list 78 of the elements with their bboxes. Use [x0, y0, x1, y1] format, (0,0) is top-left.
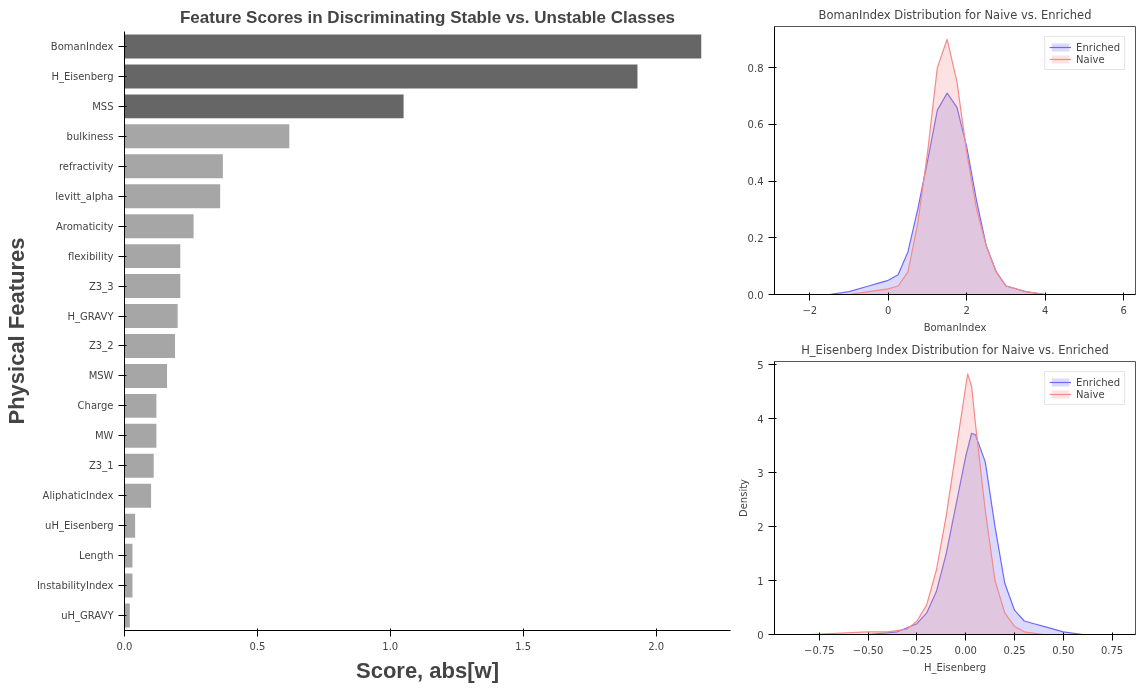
x-axis-title: BomanIndex	[923, 321, 987, 333]
x-tick-label: 0.75	[1100, 644, 1124, 656]
y-tick-label: refractivity	[58, 160, 114, 172]
y-tick-label: 5	[757, 359, 764, 371]
y-tick-label: 0.4	[747, 176, 764, 188]
x-tick-label: −2	[802, 304, 818, 316]
y-tick-label: 4	[757, 413, 764, 425]
bar	[124, 333, 175, 358]
x-tick-label: 0.50	[1052, 644, 1075, 656]
x-tick-label: 0.25	[1003, 644, 1026, 656]
y-tick-label: Z3_2	[88, 340, 114, 353]
bar	[124, 393, 157, 418]
bar	[124, 513, 136, 538]
bar	[124, 603, 130, 628]
x-tick-label: 0.00	[954, 644, 977, 656]
bar	[124, 34, 702, 59]
y-tick-label: uH_GRAVY	[61, 610, 115, 623]
bar	[124, 184, 221, 209]
bar	[124, 244, 181, 269]
legend-label: Enriched	[1076, 376, 1120, 388]
y-tick-label: flexibility	[68, 250, 114, 262]
y-tick-label: 0.0	[747, 289, 764, 301]
y-tick-label: Z3_3	[88, 280, 114, 293]
x-tick-label: 4	[1042, 304, 1049, 316]
bar	[124, 124, 290, 149]
bar	[124, 423, 157, 448]
legend-label: Naive	[1076, 53, 1105, 65]
x-tick-label: −0.25	[901, 644, 933, 656]
x-tick-label: −0.75	[804, 644, 835, 656]
y-axis-title: Density	[738, 478, 750, 518]
bar	[124, 214, 194, 239]
x-tick-label: 2	[963, 304, 970, 316]
y-tick-label: Charge	[77, 400, 114, 412]
y-tick-label: 2	[757, 521, 764, 533]
x-axis-title: H_Eisenberg	[923, 661, 987, 674]
x-tick-label: 1.5	[515, 640, 532, 652]
chart-title: H_Eisenberg Index Distribution for Naive vs. Enriched	[801, 342, 1109, 357]
chart-title: BomanIndex Distribution for Naive vs. Enriched	[818, 7, 1092, 22]
y-tick-label: MSS	[92, 100, 114, 112]
x-tick-label: 0	[885, 304, 892, 316]
x-tick-label: 2.0	[648, 640, 665, 652]
y-tick-label: 1	[757, 575, 764, 587]
y-tick-label: H_GRAVY	[67, 310, 115, 323]
bar	[124, 94, 404, 119]
y-tick-label: 0	[757, 629, 764, 641]
y-axis-title: Physical Features	[3, 237, 29, 425]
y-tick-label: MW	[94, 430, 114, 442]
x-axis-title: Score, abs[w]	[355, 657, 500, 683]
bar	[124, 363, 168, 388]
y-tick-label: 3	[757, 467, 764, 479]
y-tick-label: 0.6	[747, 119, 764, 131]
bar	[124, 483, 152, 508]
y-tick-label: 0.2	[747, 232, 764, 244]
legend-label: Enriched	[1076, 41, 1120, 53]
chart-title: Feature Scores in Discriminating Stable vs. Unstable Classes	[179, 7, 676, 27]
y-tick-label: 0.8	[747, 62, 764, 74]
y-tick-label: InstabilityIndex	[36, 580, 114, 592]
y-tick-label: AliphaticIndex	[42, 490, 114, 502]
y-tick-label: Aromaticity	[55, 220, 114, 232]
x-tick-label: 0.5	[249, 640, 266, 652]
x-tick-label: 0.0	[116, 640, 133, 652]
y-tick-label: H_Eisenberg	[51, 70, 114, 83]
y-tick-label: Z3_1	[88, 460, 114, 473]
bar	[124, 274, 181, 299]
x-tick-label: −0.50	[852, 644, 884, 656]
x-tick-label: 6	[1120, 304, 1127, 316]
y-tick-label: levitt_alpha	[55, 190, 114, 203]
bar	[124, 64, 638, 89]
y-tick-label: Length	[79, 550, 114, 562]
y-tick-label: MSW	[88, 370, 114, 382]
y-tick-label: BomanIndex	[50, 40, 114, 52]
bar	[124, 154, 223, 179]
legend-label: Naive	[1076, 388, 1105, 400]
x-tick-label: 1.0	[382, 640, 399, 652]
bar	[124, 453, 154, 478]
y-tick-label: bulkiness	[66, 130, 114, 142]
y-tick-label: uH_Eisenberg	[45, 520, 114, 533]
bar	[124, 304, 178, 329]
